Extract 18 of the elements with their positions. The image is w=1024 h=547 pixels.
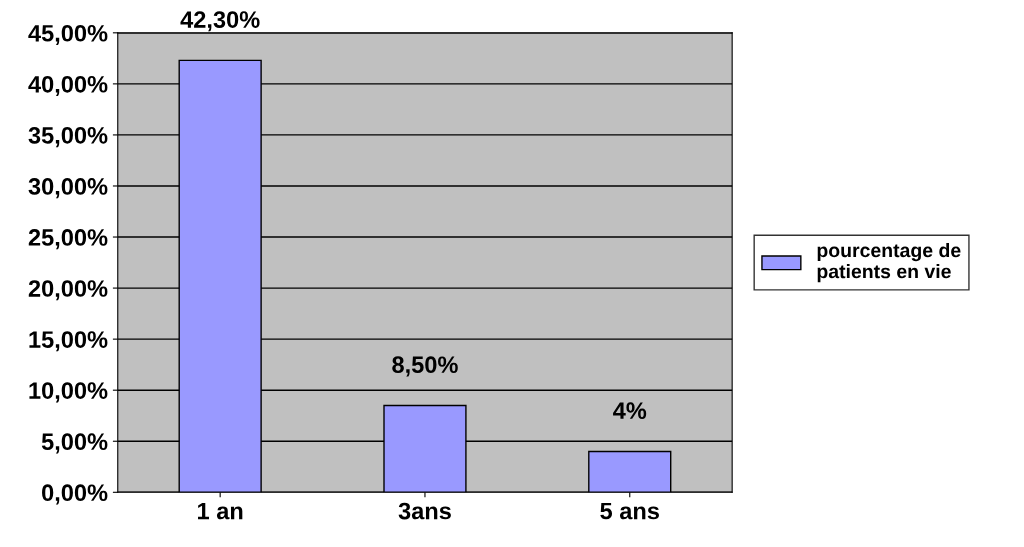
y-tick-label: 20,00% — [28, 280, 108, 301]
y-tick-label: 30,00% — [28, 178, 108, 199]
y-tick-label: 15,00% — [29, 331, 108, 352]
data-label: 4% — [613, 402, 647, 419]
y-tick-label: 45,00% — [28, 24, 108, 46]
legend-label: pourcentage de patients en vie — [817, 242, 961, 283]
data-label: 42,30% — [180, 11, 260, 32]
x-tick-label: 5 ans — [600, 502, 659, 520]
y-tick-label: 40,00% — [28, 75, 108, 97]
y-tick-label: 25,00% — [28, 229, 108, 250]
bar — [588, 450, 672, 493]
y-tick-label: 10,00% — [29, 382, 108, 403]
y-tick-label: 0,00% — [42, 484, 108, 505]
x-tick-label: 1 an — [198, 502, 243, 520]
y-tick-label: 5,00% — [41, 433, 108, 454]
x-tick-label: 3ans — [398, 502, 451, 520]
y-tick-label: 35,00% — [28, 126, 108, 148]
data-label: 8,50% — [392, 356, 458, 377]
